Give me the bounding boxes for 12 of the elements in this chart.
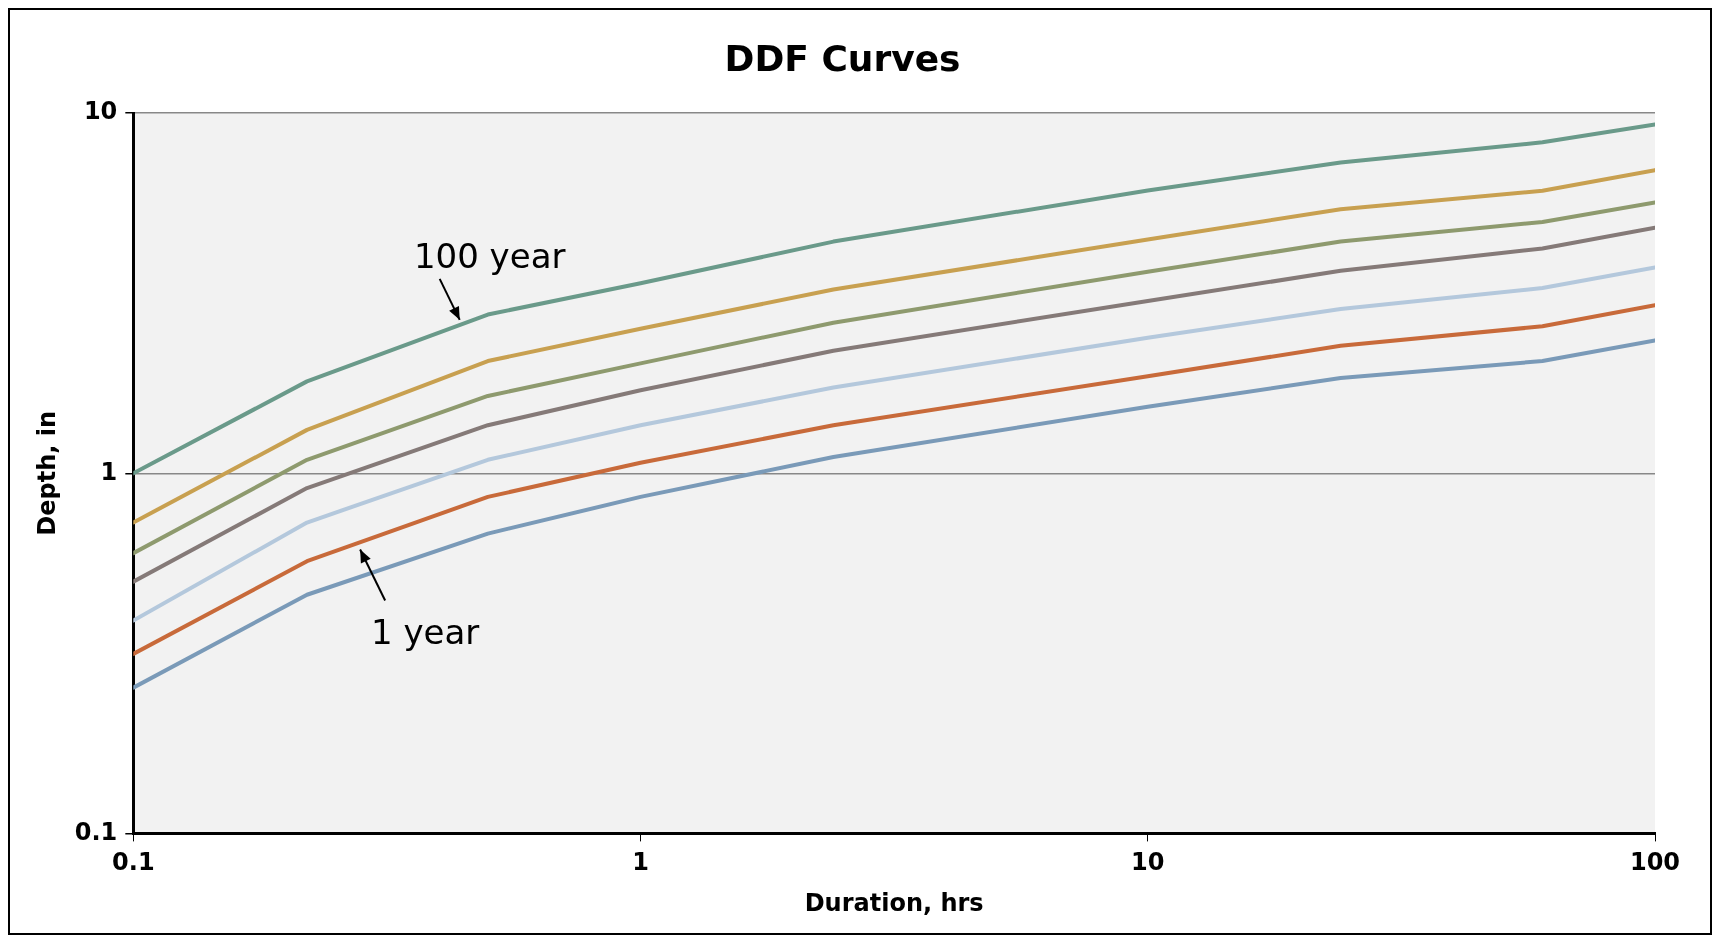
annotation: 1 year xyxy=(370,612,480,653)
x-axis-title: Duration, hrs xyxy=(804,888,984,917)
y-tick-label: 0.1 xyxy=(74,817,118,846)
x-tick-label: 1 xyxy=(632,848,649,877)
y-tick-label: 10 xyxy=(83,97,118,126)
x-tick-label: 0.1 xyxy=(112,848,155,877)
y-tick-label: 1 xyxy=(100,457,118,486)
x-tick-label: 10 xyxy=(1131,848,1165,877)
annotation: 100 year xyxy=(413,235,566,276)
chart-title: DDF Curves xyxy=(724,37,961,79)
x-tick-label: 100 xyxy=(1629,848,1681,877)
y-axis-title: Depth, in xyxy=(32,410,61,536)
